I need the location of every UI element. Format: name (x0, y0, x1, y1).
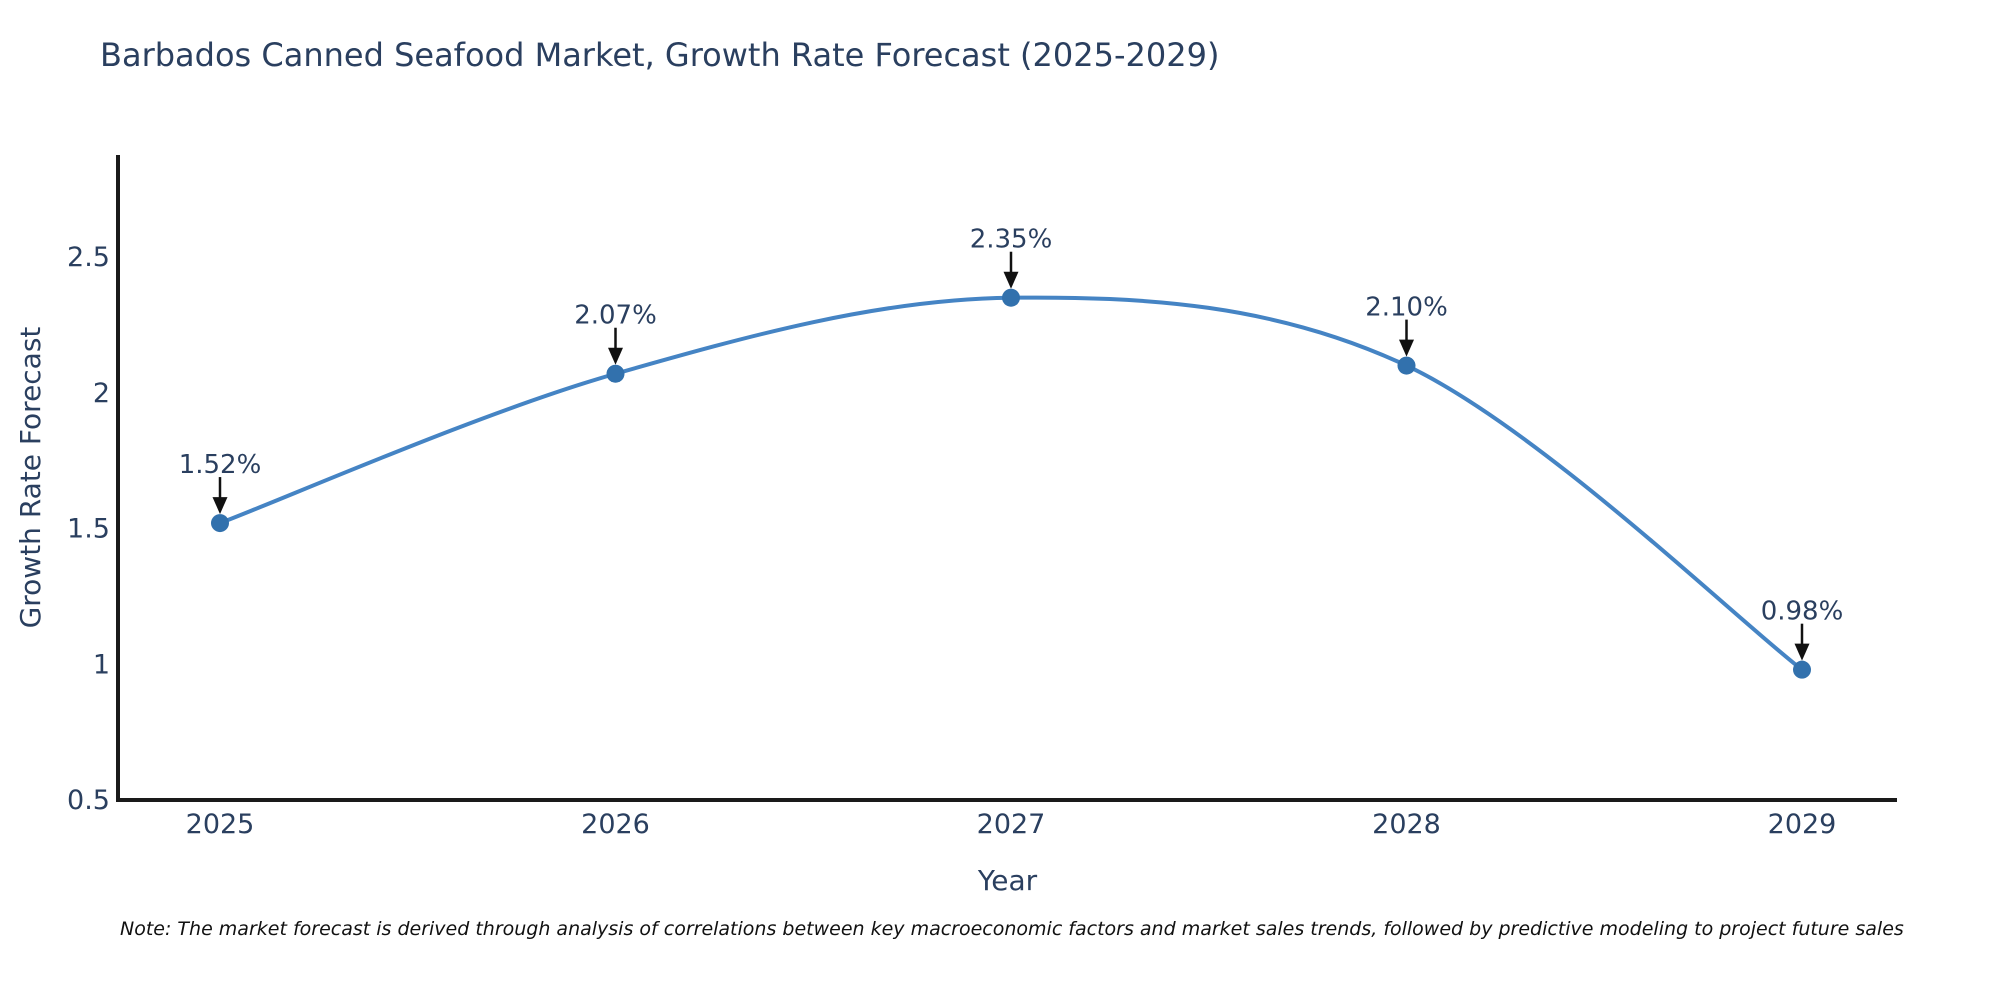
annotation-arrowhead (1794, 643, 1810, 661)
annotation-arrowhead (608, 347, 623, 365)
data-point (1002, 288, 1020, 307)
point-label: 1.52% (179, 450, 262, 480)
y-tick-label: 2.5 (67, 242, 110, 273)
data-point (606, 364, 625, 383)
y-tick-label: 1.5 (67, 514, 110, 545)
x-tick-label: 2026 (581, 809, 650, 840)
point-label: 2.35% (970, 225, 1053, 255)
y-tick-label: 2 (93, 378, 110, 409)
x-tick-label: 2027 (977, 809, 1046, 840)
point-label: 2.10% (1365, 293, 1448, 323)
data-point (1397, 356, 1416, 375)
x-tick-label: 2028 (1372, 809, 1441, 840)
y-tick-label: 0.5 (67, 785, 110, 816)
footnote: Note: The market forecast is derived thr… (120, 918, 1904, 940)
point-label: 0.98% (1761, 597, 1844, 627)
annotation-arrowhead (1399, 339, 1414, 357)
annotation-arrowhead (212, 497, 228, 515)
annotation-arrowhead (1003, 271, 1019, 289)
y-tick-label: 1 (93, 649, 110, 680)
chart-title: Barbados Canned Seafood Market, Growth R… (100, 36, 1220, 74)
x-tick-label: 2029 (1768, 809, 1837, 840)
y-axis-title: Growth Rate Forecast (14, 327, 47, 629)
point-label: 2.07% (574, 301, 657, 331)
x-axis-title: Year (977, 864, 1038, 897)
trend-line (219, 295, 1804, 672)
x-tick-label: 2025 (186, 809, 255, 840)
data-point (211, 514, 229, 533)
data-point (1793, 660, 1811, 679)
